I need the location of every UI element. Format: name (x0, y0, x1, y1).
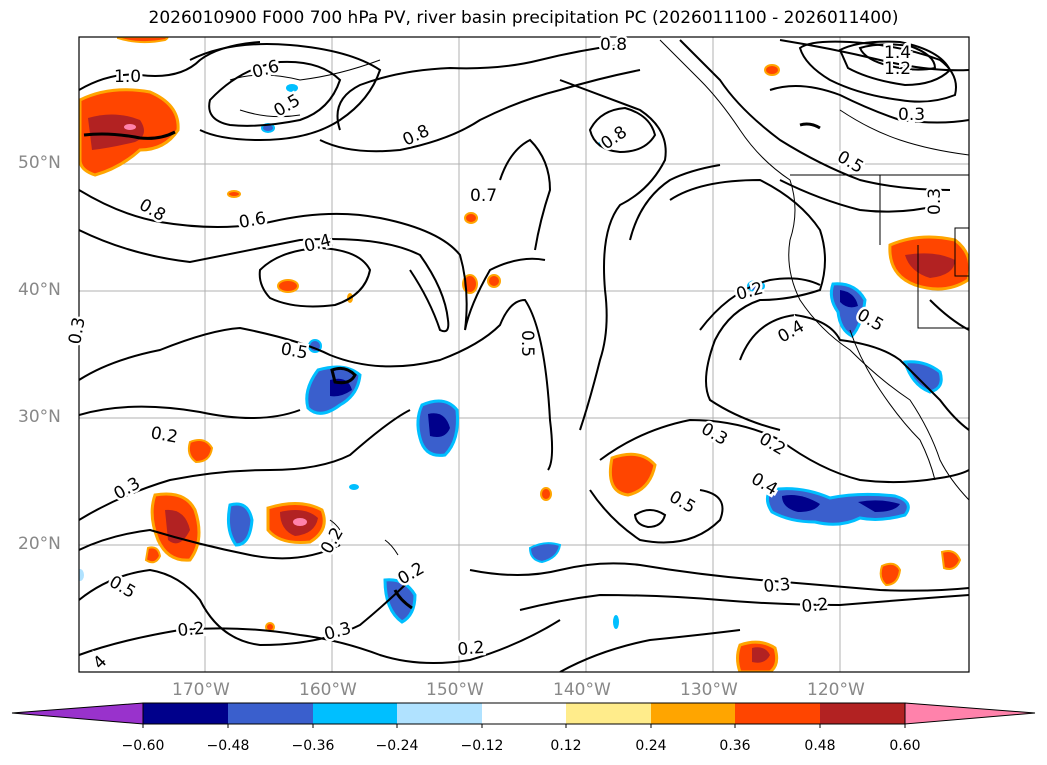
gridlines (79, 37, 969, 672)
lat-label-50n: 50°N (18, 153, 61, 173)
lon-label-120w: 120°W (807, 680, 865, 700)
contour-label-halo: 1.4 (884, 43, 911, 63)
contour-label: 0.7 (470, 186, 497, 206)
colorbar-tick-label: 0.24 (635, 738, 667, 754)
contour-label-halo: 0.3 (763, 575, 792, 597)
colorbar-tick-label: −0.48 (206, 738, 250, 754)
contour-label-halo: 1.0 (114, 67, 141, 87)
contour-label: 0.3 (925, 188, 945, 215)
colorbar-tick-label: 0.12 (550, 738, 582, 754)
contour-label: 0.5 (279, 339, 309, 363)
lon-label-160w: 160°W (299, 680, 357, 700)
contour-label-halo: 0.8 (600, 35, 627, 55)
lon-label-140w: 140°W (553, 680, 611, 700)
colorbar-tick-label: −0.60 (121, 738, 165, 754)
coastlines (229, 39, 969, 556)
contour-label-halo: 1.2 (884, 59, 911, 79)
contour-label: 0.2 (457, 638, 486, 660)
contour-label: 1.0 (114, 67, 141, 87)
lat-label-30n: 30°N (18, 407, 61, 427)
lat-label-40n: 40°N (18, 280, 61, 300)
contour-label-halo: 0.7 (470, 186, 497, 206)
contour-label-halo: 0.5 (517, 330, 537, 357)
contour-label-halo: 0.3 (898, 105, 925, 125)
colorbar-tick-label: −0.36 (291, 738, 335, 754)
lat-label-20n: 20°N (18, 534, 61, 554)
map-title: 2026010900 F000 700 hPa PV, river basin … (148, 8, 899, 28)
contour-label: 0.3 (763, 575, 792, 597)
contour-label: 0.8 (600, 35, 627, 55)
colorbar-tick-label: −0.24 (375, 738, 419, 754)
contour-label: 0.3 (898, 105, 925, 125)
contour-label: 0.2 (801, 595, 830, 617)
contour-label: 0.6 (237, 209, 267, 233)
contour-label: 0.2 (149, 423, 179, 447)
lon-label-170w: 170°W (172, 680, 230, 700)
lon-label-130w: 130°W (680, 680, 738, 700)
colorbar (11, 702, 1036, 728)
contour-label: 1.2 (884, 59, 911, 79)
contour-label-halo: 0.3 (925, 188, 945, 215)
contour-label: 0.5 (517, 330, 537, 357)
pv-contours-bold (83, 122, 821, 610)
contour-label: 0.2 (177, 619, 206, 641)
lon-label-150w: 150°W (426, 680, 484, 700)
contour-label: 1.4 (884, 43, 911, 63)
colorbar-tick-label: 0.60 (889, 738, 921, 754)
pv-contours (79, 39, 969, 672)
colorbar-tick-label: 0.36 (719, 738, 751, 754)
colorbar-tick-label: −0.12 (460, 738, 504, 754)
colorbar-tick-label: 0.48 (804, 738, 836, 754)
contour-label: 0.3 (65, 316, 89, 346)
